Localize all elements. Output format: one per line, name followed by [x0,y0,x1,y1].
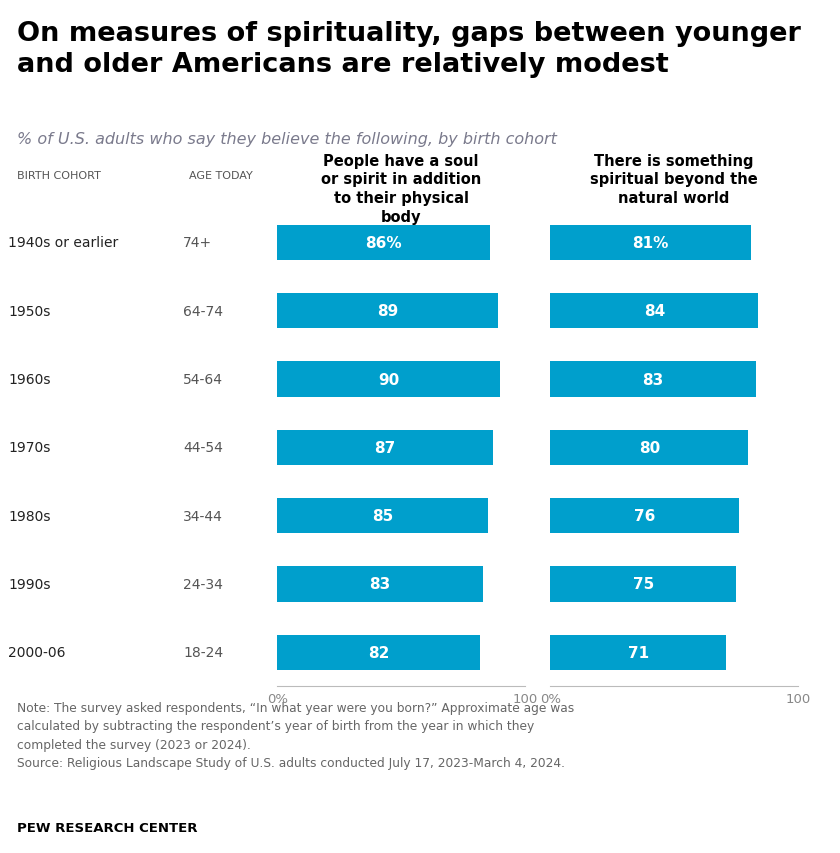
Text: 18-24: 18-24 [183,646,223,659]
Text: On measures of spirituality, gaps between younger
and older Americans are relati: On measures of spirituality, gaps betwee… [17,21,801,78]
Text: 24-34: 24-34 [183,577,223,591]
Text: 86%: 86% [365,235,402,251]
Bar [277,225,491,261]
Bar [550,635,726,670]
Text: 1980s: 1980s [8,509,50,523]
Bar [277,430,493,466]
Text: 1940s or earlier: 1940s or earlier [8,236,118,250]
Text: 80: 80 [638,440,660,456]
Text: Note: The survey asked respondents, “In what year were you born?” Approximate ag: Note: The survey asked respondents, “In … [17,701,574,769]
Text: 1950s: 1950s [8,305,50,318]
Bar [550,566,736,602]
Bar [550,362,756,397]
Text: AGE TODAY: AGE TODAY [189,171,253,181]
Text: 76: 76 [633,508,655,524]
Text: PEW RESEARCH CENTER: PEW RESEARCH CENTER [17,821,197,834]
Bar [277,293,498,329]
Text: BIRTH COHORT: BIRTH COHORT [17,171,101,181]
Text: People have a soul
or spirit in addition
to their physical
body: People have a soul or spirit in addition… [321,154,481,224]
Text: 82: 82 [368,645,390,660]
Bar [550,293,759,329]
Text: 83: 83 [370,577,391,592]
Text: 64-74: 64-74 [183,305,223,318]
Bar [277,566,483,602]
Bar [550,498,738,534]
Text: 1960s: 1960s [8,373,50,386]
Bar [277,498,488,534]
Text: 90: 90 [378,372,399,387]
Text: 34-44: 34-44 [183,509,223,523]
Bar [277,635,480,670]
Bar [277,362,501,397]
Text: 87: 87 [375,440,396,456]
Text: There is something
spiritual beyond the
natural world: There is something spiritual beyond the … [591,154,758,206]
Text: 44-54: 44-54 [183,441,223,455]
Text: 74+: 74+ [183,236,212,250]
Text: 89: 89 [377,304,398,319]
Text: % of U.S. adults who say they believe the following, by birth cohort: % of U.S. adults who say they believe th… [17,132,557,148]
Text: 85: 85 [372,508,393,524]
Text: 81%: 81% [633,235,669,251]
Text: 71: 71 [627,645,648,660]
Bar [550,430,748,466]
Text: 83: 83 [643,372,664,387]
Text: 1990s: 1990s [8,577,50,591]
Text: 54-64: 54-64 [183,373,223,386]
Text: 84: 84 [643,304,665,319]
Text: 75: 75 [633,577,654,592]
Text: 2000-06: 2000-06 [8,646,66,659]
Bar [550,225,751,261]
Text: 1970s: 1970s [8,441,50,455]
